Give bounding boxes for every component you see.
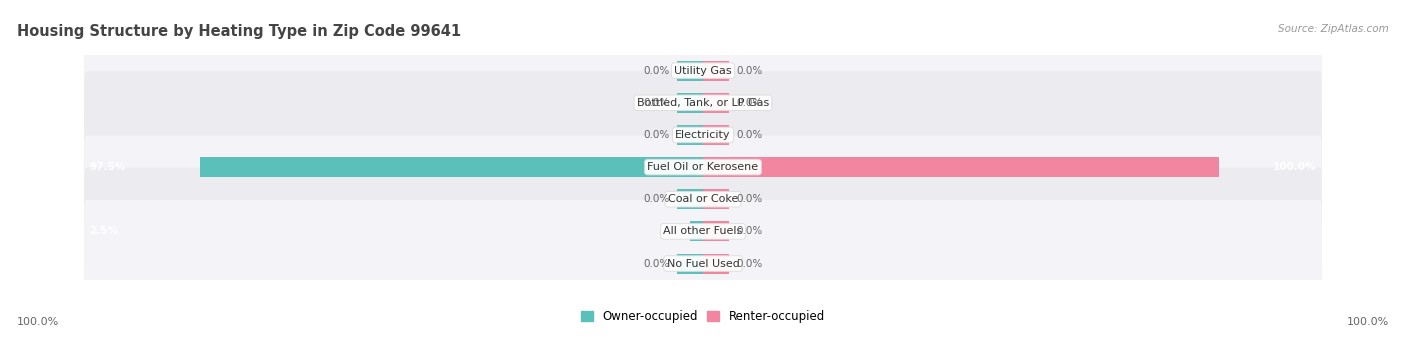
Bar xyxy=(678,61,703,80)
Text: All other Fuels: All other Fuels xyxy=(664,226,742,236)
FancyBboxPatch shape xyxy=(84,103,1322,231)
Bar xyxy=(678,189,703,209)
Text: 97.5%: 97.5% xyxy=(90,162,125,172)
Text: 0.0%: 0.0% xyxy=(643,130,669,140)
Text: 0.0%: 0.0% xyxy=(643,258,669,269)
Text: Electricity: Electricity xyxy=(675,130,731,140)
FancyBboxPatch shape xyxy=(84,136,1322,263)
Bar xyxy=(703,125,728,145)
FancyBboxPatch shape xyxy=(84,71,1322,198)
Text: 0.0%: 0.0% xyxy=(643,98,669,108)
Text: 0.0%: 0.0% xyxy=(643,65,669,76)
FancyBboxPatch shape xyxy=(84,168,1322,295)
Bar xyxy=(703,189,728,209)
Bar xyxy=(678,254,703,273)
Text: Bottled, Tank, or LP Gas: Bottled, Tank, or LP Gas xyxy=(637,98,769,108)
FancyBboxPatch shape xyxy=(84,7,1322,134)
Text: 100.0%: 100.0% xyxy=(1272,162,1316,172)
Text: Housing Structure by Heating Type in Zip Code 99641: Housing Structure by Heating Type in Zip… xyxy=(17,24,461,39)
Bar xyxy=(690,221,703,241)
Text: No Fuel Used: No Fuel Used xyxy=(666,258,740,269)
Text: 100.0%: 100.0% xyxy=(1347,317,1389,327)
Bar xyxy=(703,93,728,113)
Legend: Owner-occupied, Renter-occupied: Owner-occupied, Renter-occupied xyxy=(581,310,825,323)
Bar xyxy=(703,157,1219,177)
Text: Source: ZipAtlas.com: Source: ZipAtlas.com xyxy=(1278,24,1389,34)
FancyBboxPatch shape xyxy=(84,200,1322,327)
Bar xyxy=(703,61,728,80)
Text: 0.0%: 0.0% xyxy=(737,130,763,140)
Text: Coal or Coke: Coal or Coke xyxy=(668,194,738,204)
Text: Utility Gas: Utility Gas xyxy=(675,65,731,76)
Text: 2.5%: 2.5% xyxy=(90,226,118,236)
Text: 0.0%: 0.0% xyxy=(737,98,763,108)
Bar xyxy=(201,157,703,177)
Text: 100.0%: 100.0% xyxy=(17,317,59,327)
FancyBboxPatch shape xyxy=(84,39,1322,166)
Bar xyxy=(678,93,703,113)
Text: 0.0%: 0.0% xyxy=(737,226,763,236)
Bar xyxy=(703,221,728,241)
Text: 0.0%: 0.0% xyxy=(737,194,763,204)
Bar xyxy=(703,254,728,273)
Text: Fuel Oil or Kerosene: Fuel Oil or Kerosene xyxy=(647,162,759,172)
Text: 0.0%: 0.0% xyxy=(737,258,763,269)
Text: 0.0%: 0.0% xyxy=(737,65,763,76)
Text: 0.0%: 0.0% xyxy=(643,194,669,204)
Bar xyxy=(678,125,703,145)
